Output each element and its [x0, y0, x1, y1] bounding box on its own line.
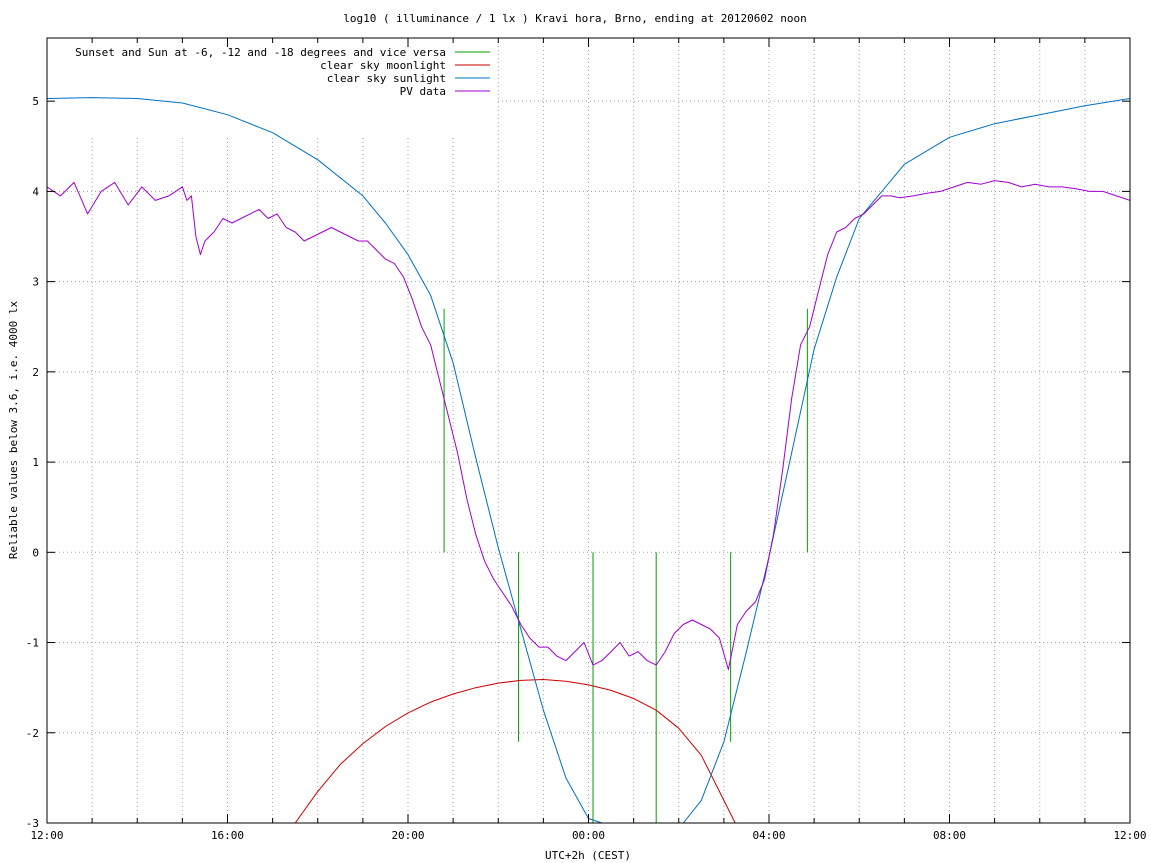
x-tick-label: 00:00 — [572, 829, 605, 842]
legend: Sunset and Sun at -6, -12 and -18 degree… — [75, 46, 490, 98]
y-tick-label: -1 — [26, 637, 39, 650]
x-tick-label: 12:00 — [1113, 829, 1146, 842]
series-line-1 — [294, 679, 736, 823]
x-tick-label: 16:00 — [211, 829, 244, 842]
plot-layer — [47, 97, 1130, 823]
y-tick-label: 0 — [32, 546, 39, 559]
x-tick-label: 04:00 — [752, 829, 785, 842]
grid-layer — [47, 38, 1130, 823]
y-tick-label: 5 — [32, 95, 39, 108]
series-line-2 — [47, 97, 1130, 823]
y-tick-label: 4 — [32, 185, 39, 198]
y-tick-label: -3 — [26, 817, 39, 830]
series-line-3 — [47, 180, 1130, 671]
y-axis-label: Reliable values below 3.6, i.e. 4000 lx — [7, 300, 20, 559]
legend-label: PV data — [400, 85, 446, 98]
x-tick-label: 12:00 — [30, 829, 63, 842]
axis-layer: -3 -2 -1 0 1 2 3 4 5 12:00 16:00 20:00 00:00 04:00 08:… — [26, 38, 1147, 842]
chart-title: log10 ( illuminance / 1 lx ) Kravi hora,… — [343, 12, 807, 25]
legend-label: Sunset and Sun at -6, -12 and -18 degree… — [75, 46, 446, 59]
y-tick-label: -2 — [26, 727, 39, 740]
y-tick-label: 3 — [32, 276, 39, 289]
x-tick-label: 08:00 — [933, 829, 966, 842]
legend-label: clear sky moonlight — [320, 59, 446, 72]
y-tick-label: 1 — [32, 456, 39, 469]
x-axis-label: UTC+2h (CEST) — [545, 849, 631, 862]
x-tick-label: 20:00 — [391, 829, 424, 842]
legend-label: clear sky sunlight — [327, 72, 446, 85]
y-tick-label: 2 — [32, 366, 39, 379]
